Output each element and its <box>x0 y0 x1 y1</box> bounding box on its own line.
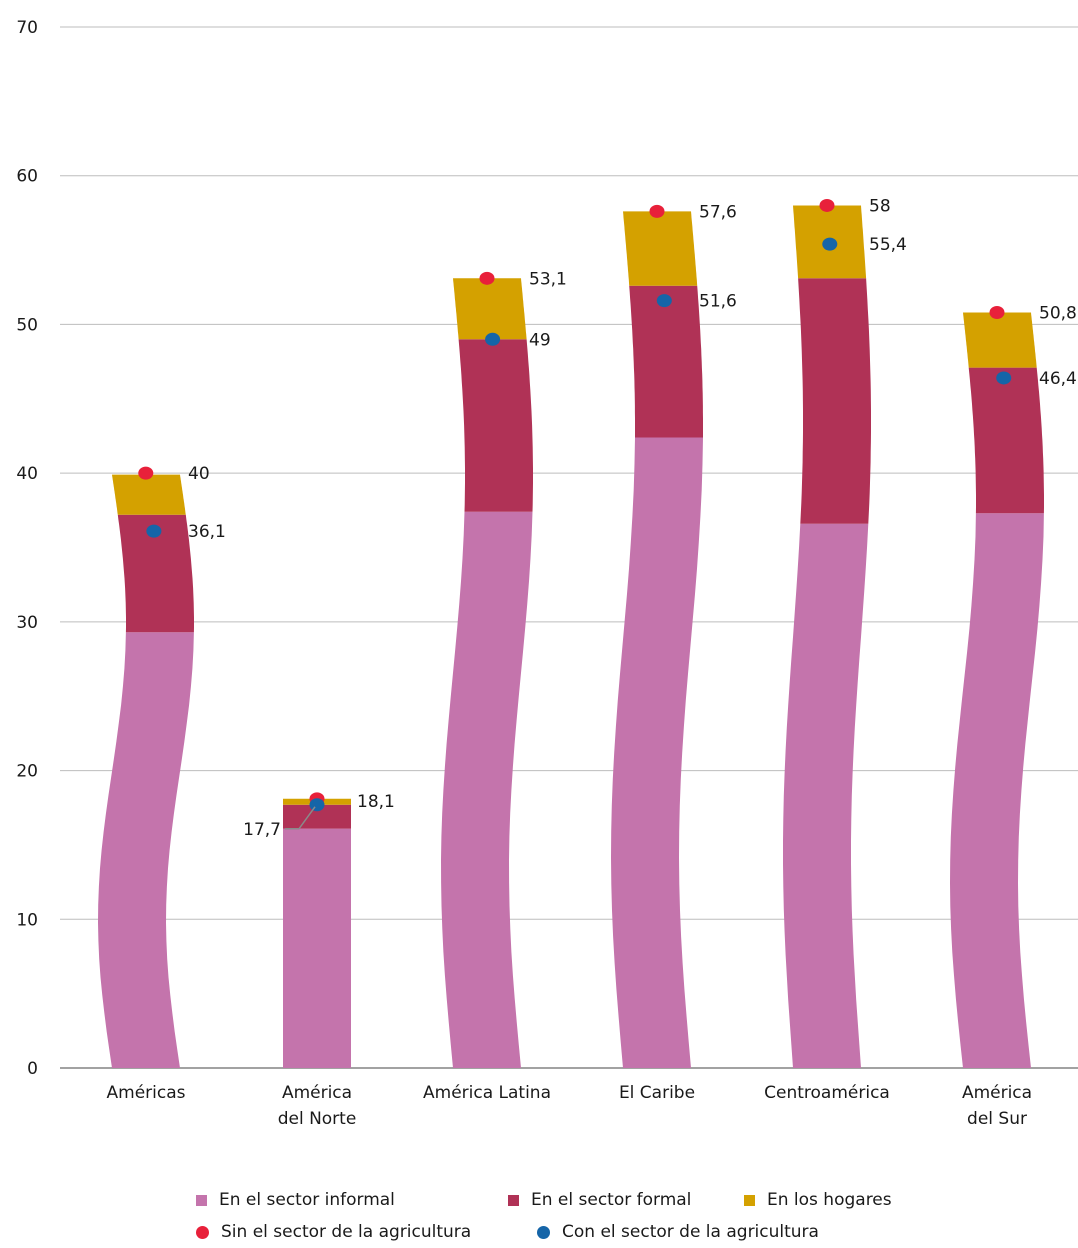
formal-swatch <box>508 1194 519 1206</box>
data-label-sin-agricultura: 50,8 <box>1039 304 1077 324</box>
sin-agri-dot-icon <box>196 1225 209 1239</box>
legend-label-formal: En el sector formal <box>531 1190 692 1210</box>
point-sin-agricultura <box>138 466 154 480</box>
bar-segment-informal <box>441 511 533 1068</box>
bar-segment-hogares <box>453 278 527 340</box>
bar-segment-formal <box>968 367 1044 514</box>
legend-label-informal: En el sector informal <box>219 1190 395 1210</box>
bars <box>98 205 1044 1068</box>
category-label: América <box>282 1083 352 1103</box>
category-label: del Norte <box>278 1109 357 1129</box>
y-tick-label: 50 <box>16 315 38 335</box>
category-label: Centroamérica <box>764 1083 890 1103</box>
legend-item-hogares: En los hogares <box>744 1190 892 1210</box>
chart: 0 10 20 30 40 50 60 70 40 36,1 18,1 17,7 53,1 49 57,6… <box>16 18 1078 1129</box>
bar-segment-hogares <box>623 211 698 286</box>
y-tick-label: 40 <box>16 464 38 484</box>
bar-segment-formal <box>117 514 194 633</box>
y-axis: 0 10 20 30 40 50 60 70 <box>16 18 38 1079</box>
data-label-sin-agricultura: 18,1 <box>357 792 395 812</box>
category-label: América <box>962 1083 1032 1103</box>
point-sin-agricultura <box>819 198 835 212</box>
bar-segment-formal <box>458 339 533 512</box>
hogares-swatch <box>744 1194 755 1206</box>
bar-segment-formal <box>798 278 871 524</box>
legend-item-informal: En el sector informal <box>196 1190 484 1210</box>
category-label: El Caribe <box>619 1083 695 1103</box>
bar-segment-informal <box>283 828 351 1068</box>
data-label-sin-agricultura: 57,6 <box>699 202 737 222</box>
point-con-agricultura <box>656 294 672 308</box>
point-con-agricultura <box>146 524 162 538</box>
point-con-agricultura <box>996 371 1012 385</box>
gridlines <box>60 26 1078 1069</box>
bar-segment-formal <box>629 285 703 438</box>
data-label-con-agricultura: 55,4 <box>869 235 907 255</box>
point-con-agricultura <box>485 332 501 346</box>
category-label: del Sur <box>967 1109 1027 1129</box>
point-con-agricultura <box>309 798 325 812</box>
legend: En el sector informal En el sector forma… <box>196 1184 956 1248</box>
bar-segment-informal <box>783 523 869 1068</box>
legend-row-bars: En el sector informal En el sector forma… <box>196 1184 956 1216</box>
legend-label-hogares: En los hogares <box>767 1190 892 1210</box>
y-tick-label: 60 <box>16 167 38 187</box>
data-label-con-agricultura: 49 <box>529 330 551 350</box>
con-agri-dot-icon <box>537 1225 550 1239</box>
legend-item-formal: En el sector formal <box>508 1190 720 1210</box>
point-sin-agricultura <box>989 306 1005 320</box>
legend-item-con-agri: Con el sector de la agricultura <box>537 1222 819 1242</box>
informal-swatch <box>196 1194 207 1206</box>
bar-segment-informal <box>950 513 1044 1068</box>
data-label-con-agricultura: 51,6 <box>699 292 737 312</box>
y-tick-label: 70 <box>16 18 38 38</box>
bar-segment-formal <box>283 804 351 829</box>
bar-segment-informal <box>611 437 703 1068</box>
y-tick-label: 10 <box>16 910 38 930</box>
category-label: Américas <box>107 1083 186 1103</box>
y-tick-label: 0 <box>27 1059 38 1079</box>
point-sin-agricultura <box>479 271 495 285</box>
data-label-sin-agricultura: 40 <box>188 464 210 484</box>
point-sin-agricultura <box>649 204 665 218</box>
x-axis: Américas América del Norte América Latina El… <box>107 1083 1033 1129</box>
legend-label-sin-agri: Sin el sector de la agricultura <box>221 1222 472 1242</box>
data-label-con-agricultura: 17,7 <box>243 820 281 840</box>
y-tick-label: 30 <box>16 613 38 633</box>
leader-line <box>285 806 316 830</box>
legend-row-points: Sin el sector de la agricultura Con el s… <box>196 1216 956 1248</box>
legend-label-con-agri: Con el sector de la agricultura <box>562 1222 819 1242</box>
category-label: América Latina <box>423 1083 551 1103</box>
y-tick-label: 20 <box>16 762 38 782</box>
data-label-sin-agricultura: 58 <box>869 196 891 216</box>
point-con-agricultura <box>822 237 838 251</box>
bar-segment-hogares <box>112 474 186 515</box>
bar-segment-hogares <box>963 312 1037 368</box>
data-label-sin-agricultura: 53,1 <box>529 269 567 289</box>
data-label-con-agricultura: 46,4 <box>1039 369 1077 389</box>
points: 40 36,1 18,1 17,7 53,1 49 57,6 51,6 58 55,4 50,8 46… <box>138 196 1077 840</box>
legend-item-sin-agri: Sin el sector de la agricultura <box>196 1222 513 1242</box>
bar-segment-informal <box>98 632 194 1068</box>
data-label-con-agricultura: 36,1 <box>188 522 226 542</box>
